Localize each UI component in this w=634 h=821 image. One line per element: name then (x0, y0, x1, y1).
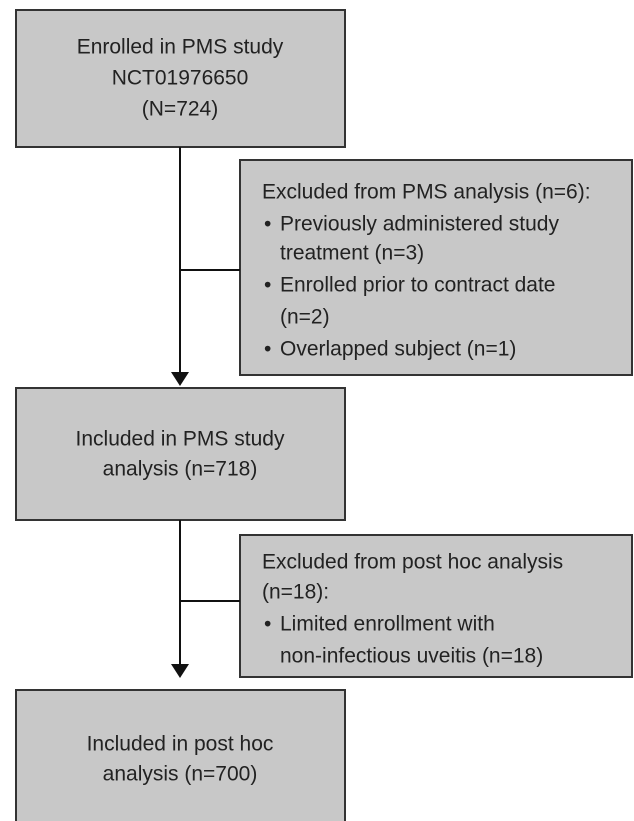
box-excluded-pms (239, 159, 633, 376)
bullet-text: Limited enrollment with (280, 613, 495, 636)
arrow-head (171, 664, 189, 678)
bullet-text: Previously administered study (280, 213, 559, 236)
bullet-text: Enrolled prior to contract date (280, 274, 555, 297)
bullet-text: Overlapped subject (n=1) (280, 338, 516, 361)
arrow-head (171, 372, 189, 386)
bullet: • (264, 213, 271, 236)
bullet: • (264, 613, 271, 636)
bullet-text: treatment (n=3) (280, 242, 424, 265)
box-included-pms (15, 387, 346, 521)
box-included-posthoc (15, 689, 346, 821)
box-text: analysis (n=718) (103, 458, 258, 481)
box-excluded-posthoc (239, 534, 633, 678)
box-text: Included in PMS study (76, 428, 285, 451)
bullet: • (264, 274, 271, 297)
box-title: Excluded from PMS analysis (n=6): (262, 181, 591, 204)
box-title: (n=18): (262, 581, 329, 604)
box-text: Enrolled in PMS study (77, 36, 284, 59)
bullet-text: non-infectious uveitis (n=18) (280, 645, 543, 668)
box-text: analysis (n=700) (103, 763, 258, 786)
box-enrolled (15, 9, 346, 148)
box-title: Excluded from post hoc analysis (262, 551, 563, 574)
box-text: (N=724) (142, 98, 218, 121)
bullet-text: (n=2) (280, 306, 330, 329)
bullet: • (264, 338, 271, 361)
box-text: Included in post hoc (87, 733, 274, 756)
box-text: NCT01976650 (112, 67, 249, 90)
